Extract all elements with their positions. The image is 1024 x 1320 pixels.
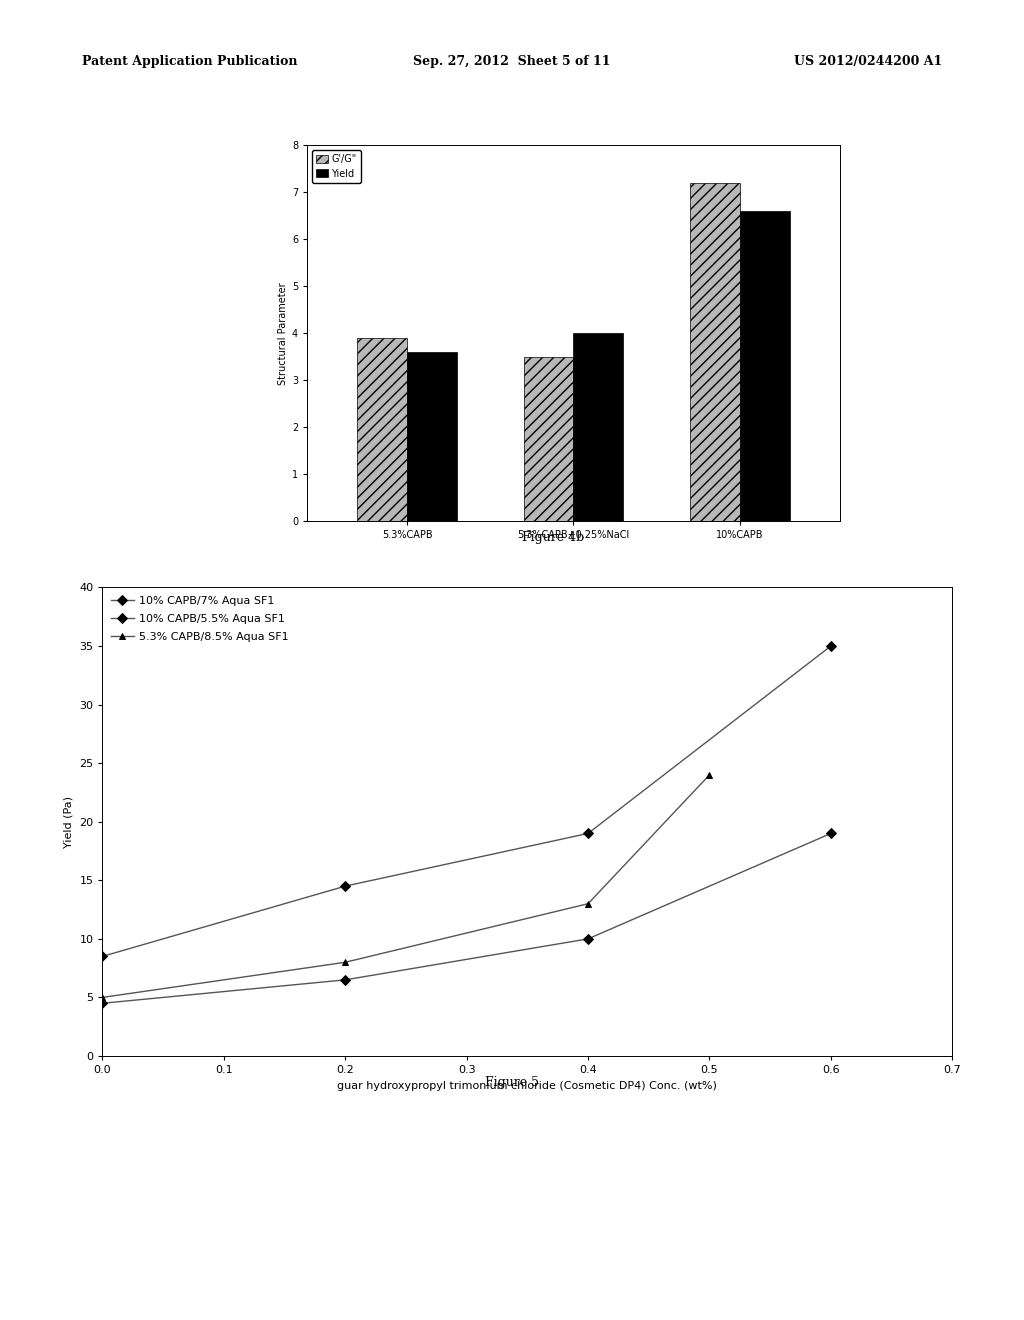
10% CAPB/7% Aqua SF1 — [824, 638, 837, 653]
Text: Sep. 27, 2012  Sheet 5 of 11: Sep. 27, 2012 Sheet 5 of 11 — [414, 55, 610, 69]
Text: Figure 5: Figure 5 — [485, 1076, 539, 1089]
Legend: G'/G", Yield: G'/G", Yield — [312, 150, 360, 182]
Bar — [357, 338, 407, 521]
Text: Patent Application Publication: Patent Application Publication — [82, 55, 297, 69]
10% CAPB/7% Aqua SF1 — [339, 878, 351, 894]
Bar — [690, 183, 739, 521]
Y-axis label: Structural Parameter: Structural Parameter — [278, 282, 288, 384]
10% CAPB/5.5% Aqua SF1 — [96, 995, 109, 1011]
Bar — [523, 356, 573, 521]
Y-axis label: Yield (Pa): Yield (Pa) — [63, 796, 74, 847]
10% CAPB/7% Aqua SF1 — [582, 825, 594, 841]
5.3% CAPB/8.5% Aqua SF1 — [339, 954, 351, 970]
X-axis label: guar hydroxypropyl trimonium chloride (Cosmetic DP4) Conc. (wt%): guar hydroxypropyl trimonium chloride (C… — [338, 1081, 717, 1090]
5.3% CAPB/8.5% Aqua SF1 — [703, 767, 716, 783]
5.3% CAPB/8.5% Aqua SF1 — [96, 990, 109, 1006]
Legend: 10% CAPB/7% Aqua SF1, 10% CAPB/5.5% Aqua SF1, 5.3% CAPB/8.5% Aqua SF1: 10% CAPB/7% Aqua SF1, 10% CAPB/5.5% Aqua… — [108, 593, 292, 645]
Bar — [573, 333, 624, 521]
Bar — [739, 211, 790, 521]
10% CAPB/7% Aqua SF1 — [96, 949, 109, 965]
5.3% CAPB/8.5% Aqua SF1 — [582, 896, 594, 912]
10% CAPB/5.5% Aqua SF1 — [824, 825, 837, 841]
10% CAPB/5.5% Aqua SF1 — [582, 931, 594, 946]
Text: Figure 4b: Figure 4b — [522, 531, 584, 544]
Bar — [407, 352, 457, 521]
Line: 10% CAPB/7% Aqua SF1: 10% CAPB/7% Aqua SF1 — [99, 643, 835, 960]
Text: US 2012/0244200 A1: US 2012/0244200 A1 — [794, 55, 942, 69]
Line: 10% CAPB/5.5% Aqua SF1: 10% CAPB/5.5% Aqua SF1 — [99, 830, 835, 1007]
10% CAPB/5.5% Aqua SF1 — [339, 972, 351, 987]
Line: 5.3% CAPB/8.5% Aqua SF1: 5.3% CAPB/8.5% Aqua SF1 — [99, 771, 713, 1001]
